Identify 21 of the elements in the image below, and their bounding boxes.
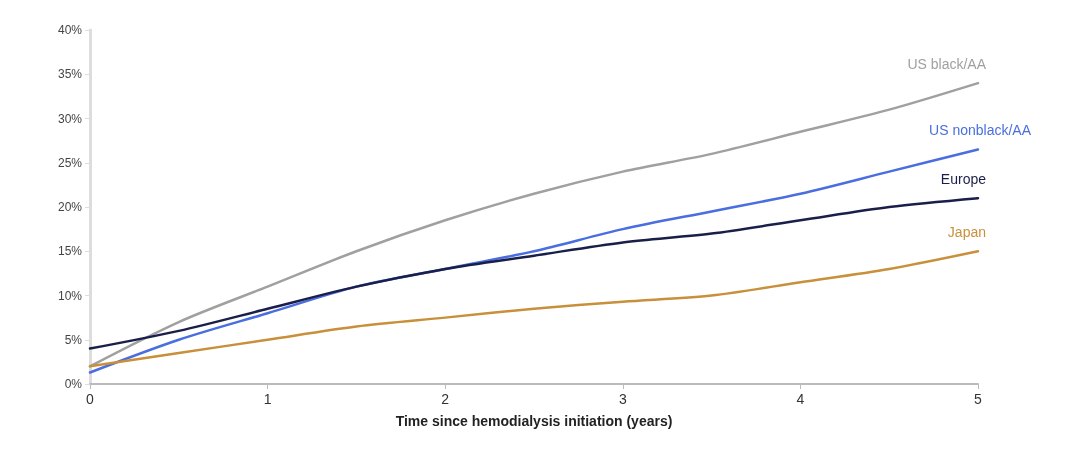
y-tick-label: 15%	[57, 244, 83, 259]
y-tick-label: 20%	[57, 200, 83, 214]
x-tick-label: 0	[86, 391, 95, 407]
x-tick-label: 2	[441, 391, 450, 407]
y-tick-label: 40%	[57, 23, 83, 37]
x-tick-label: 4	[796, 391, 805, 407]
y-tick-label: 35%	[57, 67, 83, 82]
y-tick-label: 30%	[57, 111, 83, 126]
x-tick-label: 3	[618, 391, 627, 407]
y-tick-label: 5%	[64, 332, 83, 347]
y-tick-label: 10%	[57, 288, 83, 303]
x-tick-label: 5	[974, 391, 983, 407]
y-tick-label: 25%	[57, 155, 83, 170]
line-series	[88, 250, 980, 368]
series-label: US nonblack/AA	[929, 122, 1032, 139]
series-label: Europe	[940, 171, 987, 188]
y-tick-label: 0%	[64, 377, 83, 391]
series-label: US black/AA	[907, 56, 987, 73]
x-tick-label: 1	[263, 391, 272, 407]
series-label: Japan	[947, 224, 986, 241]
x-axis-title: Time since hemodialysis initiation (years)	[395, 413, 673, 429]
